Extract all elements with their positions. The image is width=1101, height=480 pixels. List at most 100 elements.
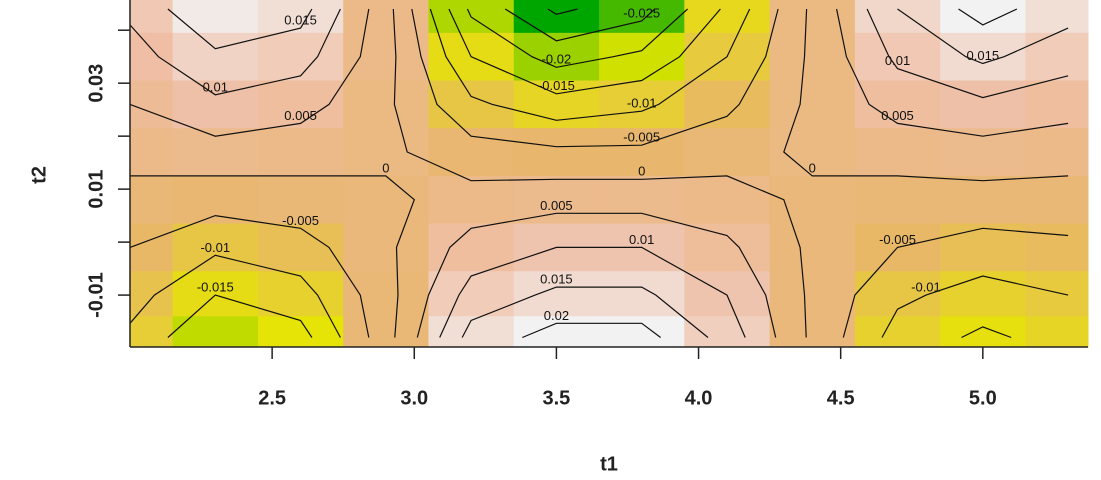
contour-line: [547, 8, 578, 15]
heat-cell: [257, 128, 344, 177]
heat-cell: [854, 175, 941, 225]
contour-label: -0.025: [623, 5, 660, 20]
heat-cell: [130, 80, 174, 129]
contour-line: [167, 8, 313, 50]
heat-cell: [130, 316, 174, 348]
heat-cell: [257, 271, 344, 317]
heat-cell: [769, 80, 856, 129]
heat-cell: [343, 271, 429, 317]
heat-cell: [940, 32, 1026, 82]
heat-cell: [769, 175, 856, 225]
contour-label: 0.005: [284, 108, 317, 123]
heat-cell: [599, 80, 685, 129]
heat-cell: [428, 128, 515, 177]
contour-line: [411, 8, 779, 148]
x-tick-label: 5.0: [969, 387, 997, 409]
contour-label: 0.015: [967, 48, 1000, 63]
contour-line: [836, 8, 1069, 137]
heat-cell: [940, 0, 1026, 34]
y-tick-label: -0.01: [85, 272, 107, 318]
heat-cell: [343, 32, 429, 82]
heat-cell: [1025, 316, 1089, 348]
heat-cell: [513, 0, 600, 34]
heat-cell: [940, 271, 1026, 317]
heat-cell: [769, 0, 856, 34]
contour-label: -0.015: [538, 78, 575, 93]
axes: 2.5 3.0 3.5 4.0 4.5 5.0 0.03 0.01 -0.01: [85, 0, 1088, 409]
contour-label: -0.01: [627, 96, 657, 111]
heat-cell: [513, 128, 600, 177]
contour-line: [439, 246, 746, 338]
contour-label: 0.015: [540, 272, 573, 287]
contour-line: [881, 275, 1069, 338]
heat-cell: [172, 316, 259, 348]
heat-cell: [172, 271, 259, 317]
heat-cell: [684, 223, 771, 272]
contour-line: [448, 8, 721, 95]
heat-cell: [172, 175, 259, 225]
heat-cell: [428, 223, 515, 272]
heat-cell: [1025, 271, 1089, 317]
heat-cell: [343, 316, 429, 348]
contour-label: -0.005: [623, 130, 660, 145]
contour-line: [522, 322, 661, 339]
contour-line: [961, 326, 1012, 339]
heat-cell: [343, 80, 429, 129]
x-tick-label: 4.0: [685, 387, 713, 409]
contour-label: -0.01: [911, 280, 941, 295]
contour-label: 0: [809, 160, 816, 175]
heat-cell: [684, 316, 771, 348]
heat-cell: [684, 175, 771, 225]
heat-cell: [172, 0, 259, 34]
heat-cell: [1025, 175, 1089, 225]
heat-cell: [1025, 80, 1089, 129]
heat-cell: [769, 271, 856, 317]
heat-cell: [172, 32, 259, 82]
heat-cell: [130, 32, 174, 82]
heat-cell: [343, 0, 429, 34]
contour-line: [130, 175, 416, 338]
heat-cell: [854, 128, 941, 177]
heat-cell: [599, 128, 685, 177]
contour-label: 0: [382, 160, 389, 175]
contour-label: 0.01: [885, 53, 910, 68]
heat-cell: [940, 316, 1026, 348]
heat-cell: [684, 128, 771, 177]
heat-cell: [513, 316, 600, 348]
heat-cell: [428, 175, 515, 225]
contour-line: [783, 8, 1069, 182]
contour-line: [129, 214, 370, 338]
contour-line: [129, 8, 341, 96]
contour-label: 0.02: [544, 308, 569, 323]
x-tick-label: 2.5: [258, 387, 286, 409]
contour-line: [958, 8, 1018, 26]
contour-label: -0.015: [197, 280, 234, 295]
contour-line: [416, 212, 777, 338]
heat-cell: [940, 128, 1026, 177]
contour-label: 0.005: [540, 198, 573, 213]
contour-line: [866, 8, 1069, 99]
y-tick-label: 0.03: [85, 64, 107, 103]
contour-line: [466, 8, 689, 68]
heat-cell: [599, 175, 685, 225]
heat-cell: [428, 80, 515, 129]
contour-label: 0: [638, 164, 645, 179]
heat-cell: [854, 316, 941, 348]
heat-cell: [854, 32, 941, 82]
contours: -0.025 -0.02 -0.015 -0.015 -0.01 -0.01 -0.01 -0…: [129, 5, 1069, 339]
contour-line: [842, 227, 1069, 338]
heat-cell: [130, 0, 174, 34]
heat-cell: [940, 175, 1026, 225]
contour-label: 0.015: [284, 13, 317, 28]
contour-label: -0.01: [200, 240, 230, 255]
heat-cell: [769, 32, 856, 82]
contour-line: [392, 8, 807, 338]
contour-line: [429, 8, 751, 121]
heat-cell: [599, 316, 685, 348]
contour-line: [897, 8, 1069, 65]
contour-label: -0.005: [879, 232, 916, 247]
y-tick-label: 0.01: [85, 170, 107, 209]
heat-cell: [343, 223, 429, 272]
heat-cell: [1025, 0, 1089, 34]
